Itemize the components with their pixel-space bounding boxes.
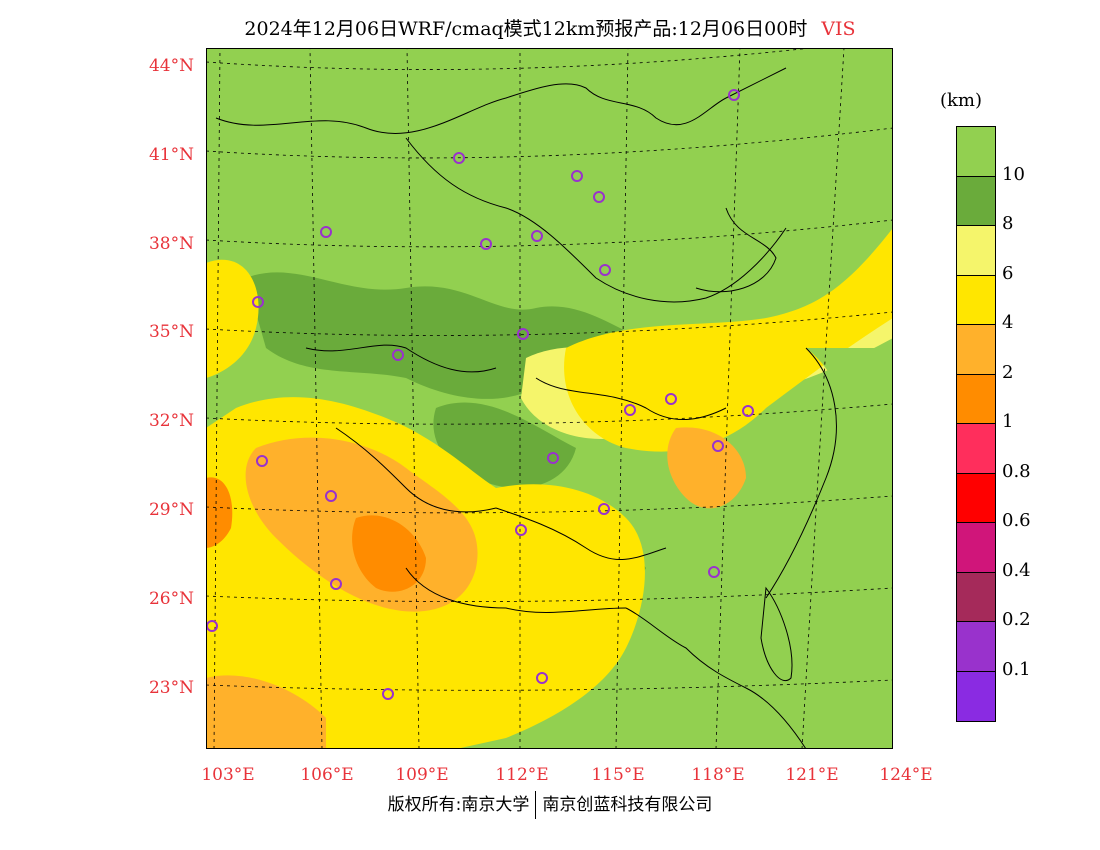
colorbar-cell [957,424,995,474]
lat-label-38: 38°N [148,234,194,254]
lon-label-115: 115°E [591,765,645,785]
lon-label-124: 124°E [879,765,933,785]
colorbar-tick-label: 0.1 [1002,658,1031,680]
lat-label-29: 29°N [148,500,194,520]
colorbar [956,126,996,722]
credit-line: 版权所有:南京大学 南京创蓝科技有限公司 [0,790,1100,819]
lat-label-41: 41°N [148,145,194,165]
lat-label-26: 26°N [148,589,194,609]
map-title: 2024年12月06日WRF/cmaq模式12km预报产品:12月06日00时 V… [0,14,1100,41]
colorbar-cell [957,523,995,573]
credit-right: 南京创蓝科技有限公司 [542,795,713,815]
colorbar-cell [957,325,995,375]
colorbar-cell [957,374,995,424]
colorbar-tick-label: 10 [1002,163,1025,185]
lat-label-35: 35°N [148,322,194,342]
lon-label-106: 106°E [300,765,354,785]
colorbar-cell [957,671,995,721]
colorbar-cell [957,572,995,622]
vis-1-2-patches [206,477,426,592]
title-main: 2024年12月06日WRF/cmaq模式12km预报产品:12月06日00时 [244,18,808,40]
lon-label-118: 118°E [691,765,745,785]
colorbar-tick-label: 0.8 [1002,460,1031,482]
legend-unit: (km) [940,90,983,111]
colorbar-tick-label: 0.6 [1002,510,1031,531]
colorbar-tick-label: 6 [1002,262,1014,284]
lat-label-23: 23°N [148,678,194,698]
title-variable: VIS [821,18,856,40]
colorbar-cell [957,275,995,325]
city-markers [206,89,754,700]
colorbar-tick-label: 0.2 [1002,609,1031,630]
lon-label-109: 109°E [395,765,449,785]
colorbar-cell [957,622,995,672]
colorbar-tick-label: 0.4 [1002,559,1031,581]
colorbar-cell [957,473,995,523]
colorbar-tick-label: 4 [1002,312,1014,333]
lon-label-112: 112°E [495,765,549,785]
graticule [206,48,893,749]
colorbar-tick-label: 2 [1002,361,1014,383]
lat-label-32: 32°N [148,411,194,431]
credit-left: 版权所有:南京大学 [387,795,530,815]
sea-area [686,348,893,749]
lat-label-44: 44°N [148,56,194,76]
colorbar-cell [957,127,995,177]
map-frame [206,48,893,749]
colorbar-cell [957,226,995,276]
colorbar-cell [957,176,995,226]
visibility-map [206,48,893,749]
lon-label-121: 121°E [785,765,839,785]
credit-separator [535,791,537,819]
colorbar-tick-label: 8 [1002,213,1014,234]
lon-label-103: 103°E [201,765,255,785]
colorbar-tick-label: 1 [1002,411,1014,432]
